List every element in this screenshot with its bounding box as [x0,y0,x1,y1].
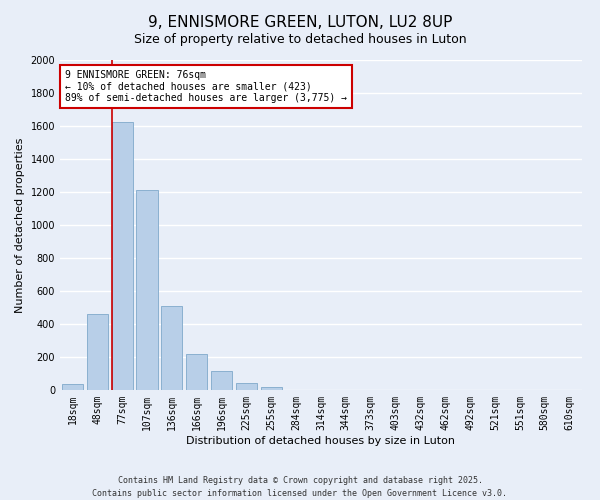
Text: 9 ENNISMORE GREEN: 76sqm
← 10% of detached houses are smaller (423)
89% of semi-: 9 ENNISMORE GREEN: 76sqm ← 10% of detach… [65,70,347,103]
Bar [261,386,282,390]
Text: Size of property relative to detached houses in Luton: Size of property relative to detached ho… [134,32,466,46]
Y-axis label: Number of detached properties: Number of detached properties [15,138,25,312]
Bar [87,314,108,390]
Bar [136,190,158,390]
Bar [186,354,207,390]
Bar [236,382,257,390]
Text: 9, ENNISMORE GREEN, LUTON, LU2 8UP: 9, ENNISMORE GREEN, LUTON, LU2 8UP [148,15,452,30]
X-axis label: Distribution of detached houses by size in Luton: Distribution of detached houses by size … [187,436,455,446]
Text: Contains HM Land Registry data © Crown copyright and database right 2025.
Contai: Contains HM Land Registry data © Crown c… [92,476,508,498]
Bar [112,122,133,390]
Bar [161,306,182,390]
Bar [62,384,83,390]
Bar [211,371,232,390]
